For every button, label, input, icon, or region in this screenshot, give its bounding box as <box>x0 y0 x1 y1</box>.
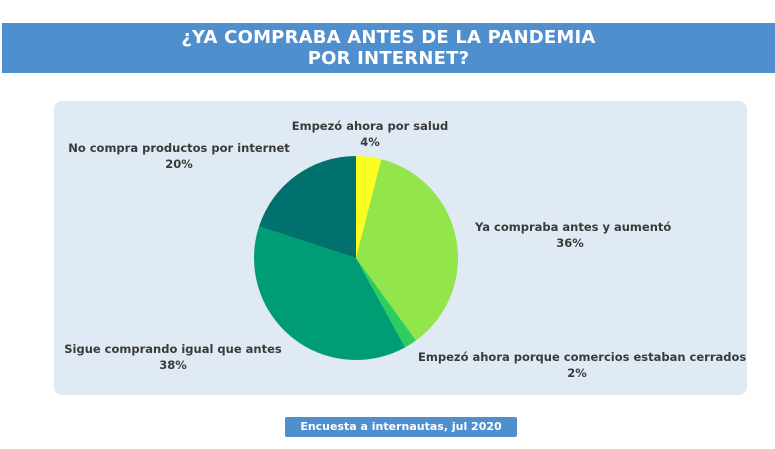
chart-title: ¿YA COMPRABA ANTES DE LA PANDEMIA POR IN… <box>181 27 596 69</box>
slice-label-value: 20% <box>165 157 193 171</box>
pie-slice-4 <box>258 156 356 258</box>
slice-label-value: 36% <box>556 236 584 250</box>
slice-label-salud: Empezó ahora por salud 4% <box>290 118 450 150</box>
slice-label-text: Empezó ahora porque comercios estaban ce… <box>418 350 747 364</box>
slice-label-igual: Sigue comprando igual que antes 38% <box>62 341 284 373</box>
pie-slice-1 <box>356 159 459 341</box>
pie-slice-3 <box>253 226 406 360</box>
title-banner: ¿YA COMPRABA ANTES DE LA PANDEMIA POR IN… <box>2 23 775 73</box>
slice-label-text: No compra productos por internet <box>68 141 290 155</box>
slice-label-value: 4% <box>360 135 380 149</box>
source-badge: Encuesta a internautas, jul 2020 <box>285 417 517 437</box>
slice-label-text: Empezó ahora por salud <box>291 119 449 133</box>
slice-label-text: Ya compraba antes y aumentó <box>475 220 672 234</box>
pie-slice-2 <box>356 258 416 348</box>
slice-label-cerrados: Empezó ahora porque comercios estaban ce… <box>418 349 747 381</box>
slice-label-value: 2% <box>567 366 587 380</box>
slice-label-aumento: Ya compraba antes y aumentó 36% <box>475 219 672 251</box>
slice-label-value: 38% <box>159 358 187 372</box>
pie-slice-0 <box>356 156 382 258</box>
slice-label-text: Sigue comprando igual que antes <box>64 342 282 356</box>
slice-label-no-compra: No compra productos por internet 20% <box>68 140 290 172</box>
